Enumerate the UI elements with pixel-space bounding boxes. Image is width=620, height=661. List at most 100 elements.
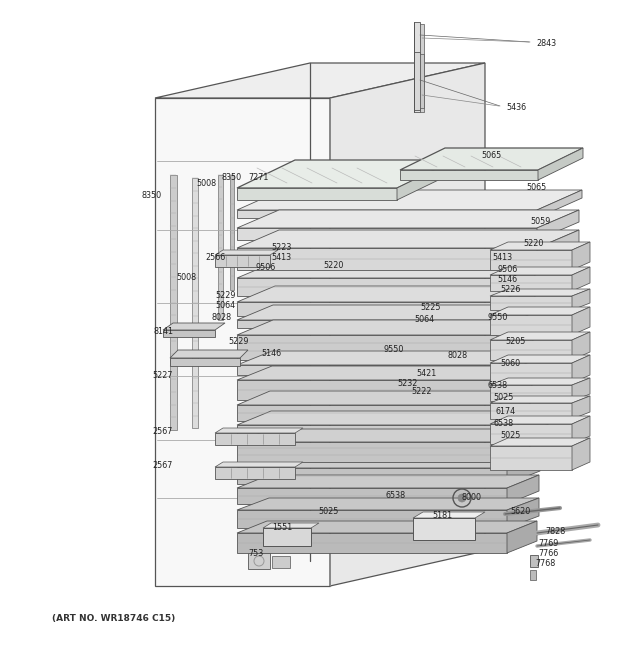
Polygon shape bbox=[497, 351, 532, 375]
Polygon shape bbox=[490, 332, 590, 340]
Polygon shape bbox=[537, 190, 582, 218]
Text: 2566: 2566 bbox=[205, 254, 225, 262]
Text: 5065: 5065 bbox=[481, 151, 501, 159]
Text: 5146: 5146 bbox=[497, 276, 517, 284]
Polygon shape bbox=[237, 160, 455, 188]
Bar bbox=[215, 467, 295, 479]
Text: 9506: 9506 bbox=[256, 264, 277, 272]
Text: 8028: 8028 bbox=[448, 352, 468, 360]
Text: 6538: 6538 bbox=[487, 381, 507, 389]
Polygon shape bbox=[507, 475, 539, 504]
Polygon shape bbox=[490, 355, 590, 363]
Polygon shape bbox=[490, 315, 572, 335]
Polygon shape bbox=[237, 380, 497, 400]
Polygon shape bbox=[537, 230, 579, 270]
Polygon shape bbox=[237, 320, 533, 335]
Bar bbox=[272, 556, 290, 568]
Text: 5065: 5065 bbox=[526, 184, 546, 192]
Polygon shape bbox=[490, 250, 572, 270]
Polygon shape bbox=[237, 455, 540, 468]
Polygon shape bbox=[237, 210, 579, 228]
Text: 5220: 5220 bbox=[523, 239, 543, 247]
Text: eReplacementParts.com: eReplacementParts.com bbox=[242, 340, 368, 350]
Bar bbox=[218, 175, 223, 320]
Polygon shape bbox=[497, 391, 530, 421]
Polygon shape bbox=[237, 230, 579, 248]
Polygon shape bbox=[237, 521, 537, 533]
Polygon shape bbox=[237, 228, 537, 240]
Polygon shape bbox=[497, 305, 533, 328]
Polygon shape bbox=[507, 498, 539, 528]
Text: 2843: 2843 bbox=[536, 40, 556, 48]
Polygon shape bbox=[237, 188, 397, 200]
Polygon shape bbox=[490, 385, 572, 401]
Text: 5229: 5229 bbox=[228, 338, 249, 346]
Polygon shape bbox=[572, 242, 590, 270]
Polygon shape bbox=[237, 391, 530, 405]
Polygon shape bbox=[237, 302, 497, 316]
Bar bbox=[248, 553, 270, 569]
Polygon shape bbox=[572, 355, 590, 383]
Text: 5225: 5225 bbox=[420, 303, 440, 313]
Polygon shape bbox=[490, 307, 590, 315]
Text: 8350: 8350 bbox=[141, 190, 161, 200]
Text: 5146: 5146 bbox=[261, 348, 281, 358]
Polygon shape bbox=[490, 340, 572, 360]
Polygon shape bbox=[237, 320, 497, 328]
Polygon shape bbox=[263, 523, 319, 528]
Polygon shape bbox=[490, 378, 590, 385]
Polygon shape bbox=[413, 512, 485, 518]
Polygon shape bbox=[490, 363, 572, 383]
Bar bbox=[170, 175, 177, 430]
Polygon shape bbox=[237, 210, 537, 218]
Polygon shape bbox=[237, 405, 497, 421]
Bar bbox=[192, 178, 198, 428]
Bar bbox=[215, 255, 270, 267]
Polygon shape bbox=[237, 305, 533, 320]
Text: 5421: 5421 bbox=[416, 369, 436, 379]
Text: 5232: 5232 bbox=[397, 379, 417, 389]
Polygon shape bbox=[572, 416, 590, 444]
Polygon shape bbox=[237, 335, 497, 360]
Text: 7768: 7768 bbox=[535, 559, 556, 568]
Polygon shape bbox=[490, 403, 572, 419]
Text: 8350: 8350 bbox=[222, 173, 242, 182]
Text: 7766: 7766 bbox=[538, 549, 558, 559]
Polygon shape bbox=[572, 438, 590, 470]
Text: 5227: 5227 bbox=[152, 371, 172, 381]
Polygon shape bbox=[237, 468, 507, 484]
Polygon shape bbox=[215, 428, 303, 433]
Text: 8141: 8141 bbox=[154, 327, 174, 336]
Text: (ART NO. WR18746 C15): (ART NO. WR18746 C15) bbox=[52, 613, 175, 623]
Polygon shape bbox=[490, 242, 590, 250]
Polygon shape bbox=[400, 170, 538, 180]
Polygon shape bbox=[537, 210, 579, 240]
Text: 5064: 5064 bbox=[414, 315, 434, 323]
Text: 6538: 6538 bbox=[385, 492, 405, 500]
Text: 7271: 7271 bbox=[248, 173, 268, 182]
Polygon shape bbox=[507, 521, 537, 553]
Polygon shape bbox=[572, 396, 590, 419]
Text: 5181: 5181 bbox=[432, 512, 452, 520]
Polygon shape bbox=[155, 98, 330, 586]
Text: 5025: 5025 bbox=[493, 393, 513, 401]
Bar bbox=[420, 24, 424, 112]
Polygon shape bbox=[237, 488, 507, 504]
Text: 7769: 7769 bbox=[538, 539, 559, 547]
Polygon shape bbox=[400, 148, 583, 170]
Circle shape bbox=[458, 494, 466, 502]
Polygon shape bbox=[237, 286, 535, 302]
Text: 5226: 5226 bbox=[500, 286, 520, 295]
Bar bbox=[530, 555, 538, 567]
Polygon shape bbox=[215, 250, 278, 255]
Polygon shape bbox=[237, 442, 497, 462]
Polygon shape bbox=[170, 350, 248, 358]
Bar bbox=[163, 330, 215, 337]
Polygon shape bbox=[490, 438, 590, 446]
Polygon shape bbox=[572, 378, 590, 401]
Polygon shape bbox=[497, 262, 535, 296]
Text: 5229: 5229 bbox=[215, 292, 236, 301]
Text: 5220: 5220 bbox=[323, 260, 343, 270]
Polygon shape bbox=[490, 275, 572, 291]
Text: 5205: 5205 bbox=[505, 336, 525, 346]
